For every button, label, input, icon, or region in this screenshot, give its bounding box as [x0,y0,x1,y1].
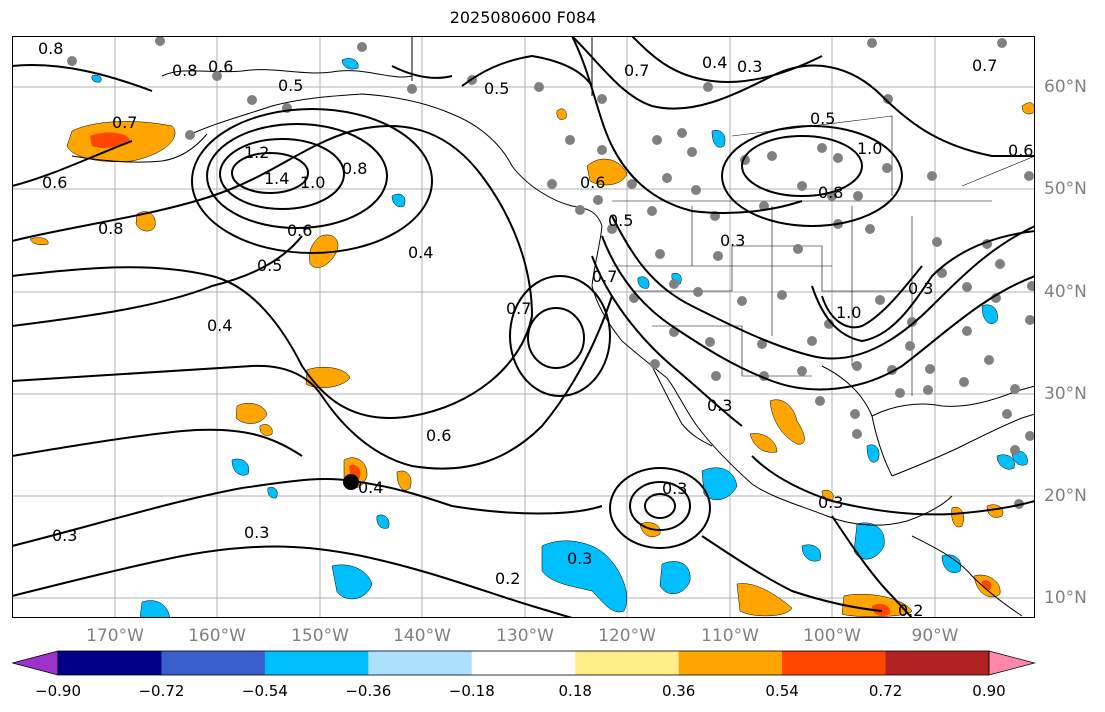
contour-label: 0.3 [662,479,687,498]
colorbar-frame [57,650,990,676]
lat-label: 10°N [1044,588,1087,608]
lon-label: 90°W [911,626,959,646]
contour-label: 0.3 [818,493,843,512]
contour-label: 0.4 [702,53,727,72]
contour-label: 1.0 [300,173,325,192]
colorbar [12,650,1036,676]
contour-label: 0.8 [342,159,367,178]
lat-label: 30°N [1044,384,1087,404]
contour-label: 0.6 [1008,141,1033,160]
contour-label: 0.3 [244,523,269,542]
contour-label: 0.7 [506,299,531,318]
contour-label: 0.7 [592,267,617,286]
lat-label: 50°N [1044,179,1087,199]
contour-label: 0.5 [257,256,282,275]
colorbar-segment [58,651,162,675]
colorbar-segment [885,651,990,675]
colorbar-segment [161,651,266,675]
colorbar-extend-low [12,650,59,676]
contour-label: 0.6 [580,173,605,192]
contour-labels: 0.8 0.8 0.6 0.5 0.5 0.7 0.4 0.3 0.7 0.7 … [38,39,1033,618]
contour-label: 0.8 [98,219,123,238]
contour-label: 0.7 [624,61,649,80]
lon-label: 140°W [393,626,451,646]
map-frame [12,36,1035,618]
contour-label: 0.7 [112,113,137,132]
colorbar-segment [264,651,369,675]
contour-label: 0.7 [972,56,997,75]
contour-label: 0.8 [38,39,63,58]
contour-label: 0.2 [898,601,923,618]
colorbar-tick-label: 0.72 [868,682,903,700]
gridlines [12,36,1035,618]
lon-label: 170°W [86,626,144,646]
colorbar-tick-label: 0.54 [765,682,799,700]
contour-label: 0.4 [358,478,383,497]
lon-label: 110°W [701,626,759,646]
lon-label: 130°W [496,626,554,646]
colorbar-segment [678,651,783,675]
lat-label: 60°N [1044,77,1087,97]
contour-label: 1.0 [836,303,861,322]
lon-label: 150°W [291,626,349,646]
station-dots [67,36,1035,509]
lat-label: 40°N [1044,282,1087,302]
contour-label: 0.5 [484,79,509,98]
contour-label: 1.4 [264,169,289,188]
contour-label: 0.6 [287,221,312,240]
negative-anomaly-fills [91,58,1028,618]
colorbar-tick-label: 0.36 [661,682,696,700]
colorbar-tick-label: −0.18 [448,682,495,700]
contour-label: 0.3 [567,549,592,568]
colorbar-tick-label: 0.90 [972,682,1006,700]
contour-label: 0.3 [737,57,762,76]
colorbar-tick-label: 0.18 [558,682,592,700]
lat-label: 20°N [1044,486,1087,506]
contour-label: 0.8 [818,183,843,202]
contour-label: 0.4 [207,316,232,335]
contour-label: 0.2 [495,569,520,588]
contour-label: 0.5 [608,211,633,230]
contour-label: 0.6 [208,57,233,76]
contour-label: 0.3 [720,231,745,250]
lon-label: 160°W [188,626,246,646]
colorbar-segment [575,651,680,675]
colorbar-tick-label: −0.36 [345,682,392,700]
colorbar-segment [782,651,887,675]
contour-label: 1.0 [857,139,882,158]
contour-lines [12,36,1035,618]
map-panel: 0.8 0.8 0.6 0.5 0.5 0.7 0.4 0.3 0.7 0.7 … [12,36,1035,618]
contour-label: 0.3 [707,396,732,415]
map-canvas: 0.8 0.8 0.6 0.5 0.5 0.7 0.4 0.3 0.7 0.7 … [12,36,1035,618]
contour-label: 0.3 [52,526,77,545]
colorbar-tick-label: −0.72 [138,682,185,700]
contour-label: 0.5 [278,76,303,95]
lon-label: 120°W [598,626,656,646]
contour-label: 0.8 [172,61,197,80]
colorbar-tick-label: −0.54 [241,682,288,700]
lon-label: 100°W [803,626,861,646]
colorbar-tick-label: −0.90 [35,682,81,700]
contour-label: 0.3 [908,279,933,298]
colorbar-segment [368,651,473,675]
colorbar-extend-high [988,650,1036,676]
colorbar-segment [471,651,576,675]
map-title: 2025080600 F084 [449,8,597,27]
contour-label: 1.2 [244,143,269,162]
storm-center-marker [343,474,359,490]
contour-label: 0.6 [426,426,451,445]
contour-label: 0.5 [810,109,835,128]
contour-label: 0.6 [42,173,67,192]
contour-label: 0.4 [408,243,433,262]
